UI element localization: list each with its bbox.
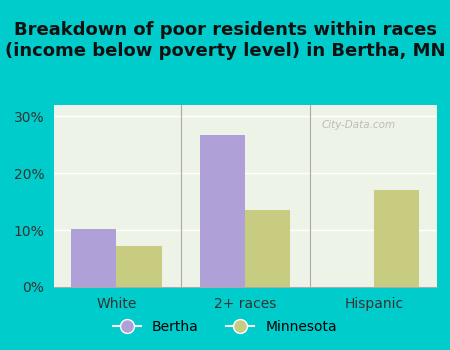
Bar xyxy=(72,229,117,287)
Bar xyxy=(245,210,290,287)
Bar xyxy=(117,246,162,287)
Text: Breakdown of poor residents within races
(income below poverty level) in Bertha,: Breakdown of poor residents within races… xyxy=(5,21,445,60)
Legend: Bertha, Minnesota: Bertha, Minnesota xyxy=(108,314,342,340)
Text: City-Data.com: City-Data.com xyxy=(322,120,396,130)
Bar xyxy=(374,190,419,287)
Bar xyxy=(200,135,245,287)
